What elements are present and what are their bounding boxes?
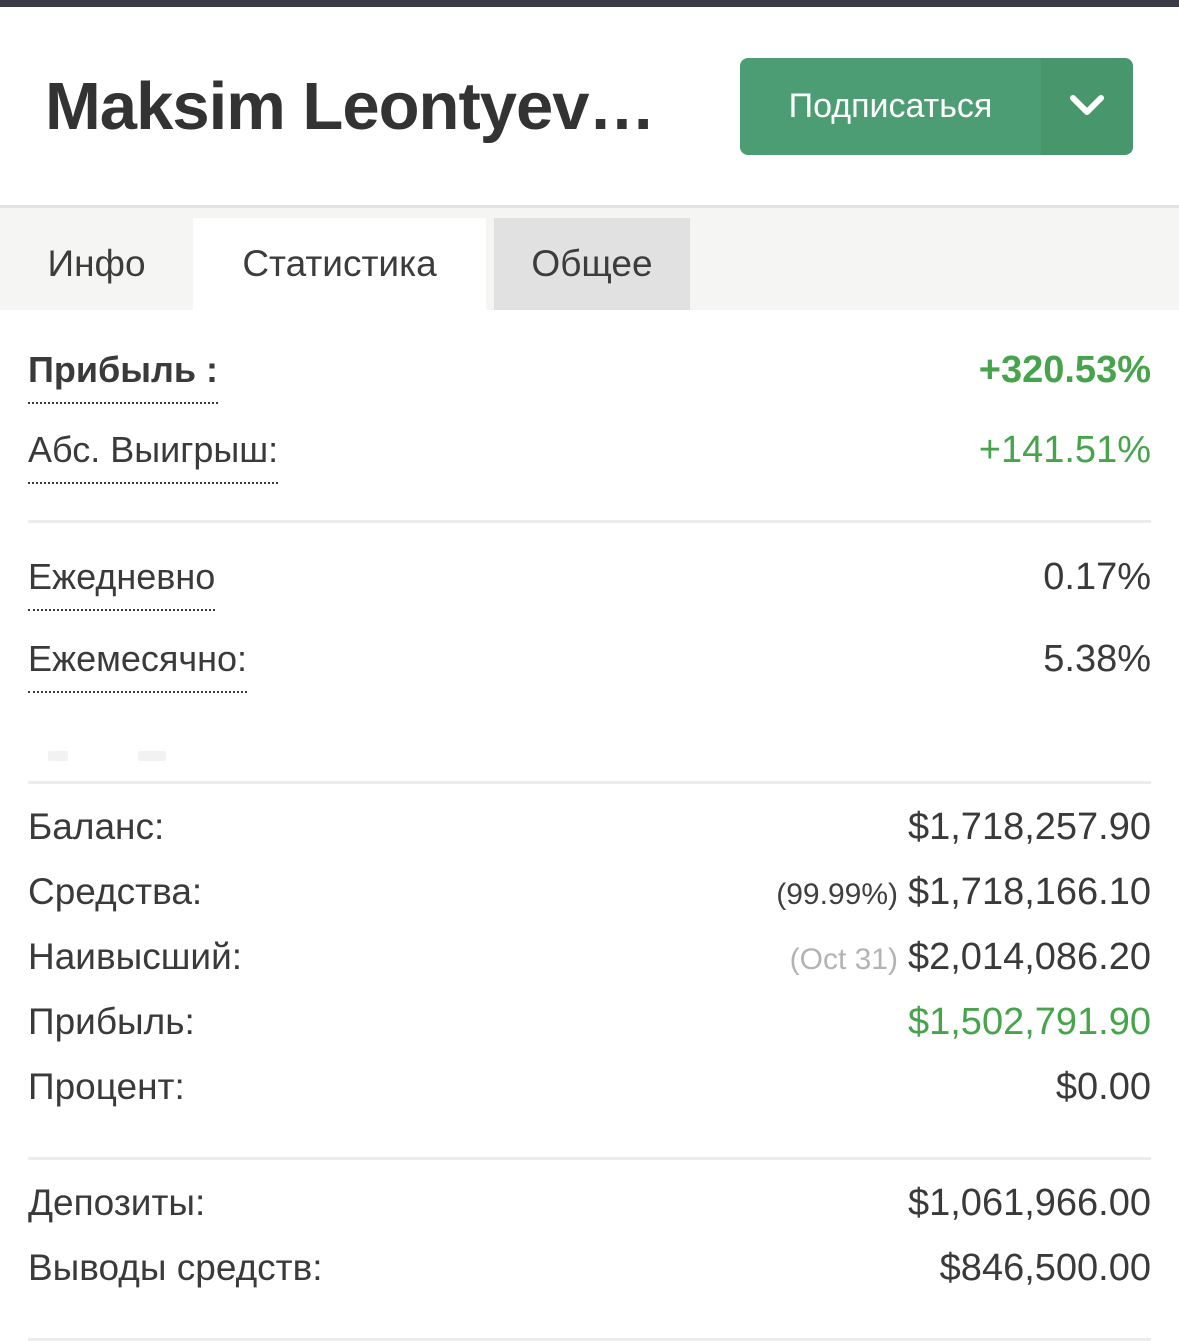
equity-value: $1,718,166.10 [907,871,1151,913]
profit-value: $1,502,791.90 [907,1001,1151,1043]
signal-header: Maksim Leontyev… Подписаться [0,7,1179,205]
growth-row: Прибыль : +320.53% [28,346,1151,404]
faded-artifact [48,751,1151,763]
subscribe-dropdown-button[interactable] [1041,57,1133,155]
monthly-value: 5.38% [1043,638,1151,680]
gains-section: Прибыль : +320.53% Абс. Выигрыш: +141.51… [28,310,1151,520]
deposits-value: $1,061,966.00 [907,1182,1151,1224]
growth-label[interactable]: Прибыль : [28,346,218,404]
daily-row: Ежедневно 0.17% [28,553,1151,611]
section-divider [28,1157,1151,1160]
section-divider [28,781,1151,784]
growth-value: +320.53% [978,349,1151,391]
interest-value: $0.00 [1055,1066,1151,1108]
abs-gain-row: Абс. Выигрыш: +141.51% [28,426,1151,484]
abs-gain-value: +141.51% [978,429,1151,471]
profit-row: Прибыль: $1,502,791.90 [28,1001,1151,1066]
profit-label: Прибыль: [28,1001,195,1042]
monthly-label[interactable]: Ежемесячно: [28,635,248,693]
daily-label[interactable]: Ежедневно [28,553,216,611]
daily-value: 0.17% [1043,556,1151,598]
tab-general[interactable]: Общее [494,218,690,310]
tab-bar: Инфо Статистика Общее [0,208,1179,310]
interest-row: Процент: $0.00 [28,1066,1151,1131]
deposits-row: Депозиты: $1,061,966.00 [28,1182,1151,1247]
withdrawals-label: Выводы средств: [28,1247,323,1288]
balance-section: Баланс: $1,718,257.90 Средства: (99.99%)… [28,784,1151,1157]
equity-label: Средства: [28,871,203,912]
balance-label: Баланс: [28,806,165,847]
system-status-bar [0,0,1179,7]
monthly-row: Ежемесячно: 5.38% [28,635,1151,693]
equity-percent-note: (99.99%) [776,878,898,911]
deposits-label: Депозиты: [28,1182,206,1223]
interest-label: Процент: [28,1066,185,1107]
withdrawals-value: $846,500.00 [939,1247,1151,1289]
tab-info[interactable]: Инфо [47,243,146,284]
highest-value: $2,014,086.20 [907,936,1151,978]
balance-row: Баланс: $1,718,257.90 [28,806,1151,871]
header-divider [0,205,1179,208]
chevron-down-icon [1070,94,1104,119]
tab-statistics[interactable]: Статистика [193,218,486,310]
highest-date-note: (Oct 31) [789,943,898,976]
withdrawals-row: Выводы средств: $846,500.00 [28,1247,1151,1312]
section-divider [28,520,1151,523]
subscribe-button[interactable]: Подписаться [740,57,1041,155]
page-title: Maksim Leontyev… [45,68,655,144]
balance-value: $1,718,257.90 [907,806,1151,848]
highest-row: Наивысший: (Oct 31) $2,014,086.20 [28,936,1151,1001]
transfers-section: Депозиты: $1,061,966.00 Выводы средств: … [28,1160,1151,1338]
statistics-panel: Прибыль : +320.53% Абс. Выигрыш: +141.51… [0,310,1179,1341]
highest-label: Наивысший: [28,936,243,977]
subscribe-split-button[interactable]: Подписаться [740,57,1133,155]
abs-gain-label[interactable]: Абс. Выигрыш: [28,426,279,484]
equity-row: Средства: (99.99%) $1,718,166.10 [28,871,1151,936]
periodic-section: Ежедневно 0.17% Ежемесячно: 5.38% [28,523,1151,763]
